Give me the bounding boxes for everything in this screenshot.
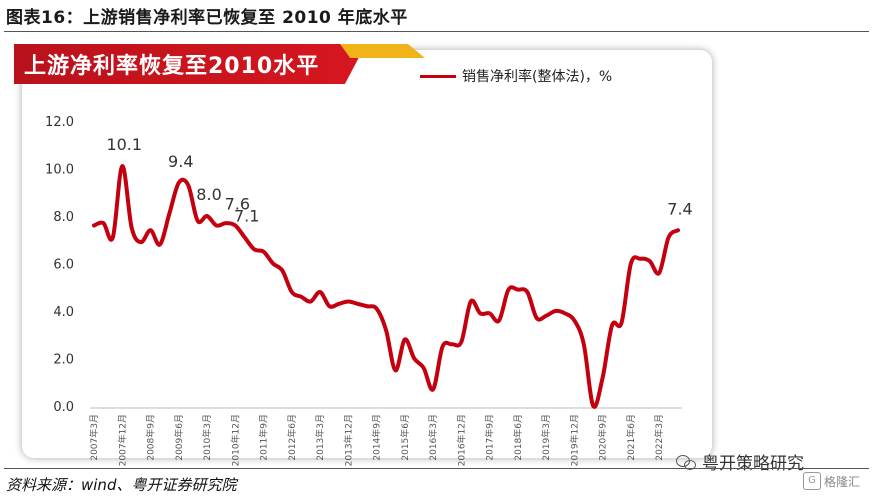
gelonghui-logo: G 格隆汇 <box>803 472 860 490</box>
chart-panel <box>22 50 712 458</box>
x-tick-label: 2019年12月 <box>568 414 580 466</box>
bottom-divider <box>4 468 869 469</box>
data-label: 10.1 <box>106 135 142 154</box>
data-label: 7.1 <box>234 206 259 225</box>
data-label: 7.6 <box>225 195 250 214</box>
y-tick-label: 2.0 <box>53 353 74 368</box>
legend-label: 销售净利率(整体法)，% <box>462 69 613 85</box>
wechat-icon <box>676 454 696 470</box>
watermark: 粤开策略研究 <box>676 449 804 474</box>
x-tick-label: 2018年6月 <box>512 414 524 461</box>
x-tick-label: 2020年9月 <box>597 414 609 461</box>
logo-text: 格隆汇 <box>824 474 861 489</box>
data-label: 9.4 <box>168 152 193 171</box>
y-tick-label: 4.0 <box>53 305 74 320</box>
x-tick-label: 2016年12月 <box>455 414 467 466</box>
y-tick-label: 6.0 <box>53 258 74 273</box>
y-tick-label: 12.0 <box>45 115 74 130</box>
logo-icon: G <box>803 472 821 490</box>
y-tick-label: 0.0 <box>53 400 74 415</box>
x-tick-label: 2010年3月 <box>201 414 213 461</box>
data-label: 7.4 <box>667 199 692 218</box>
x-tick-label: 2009年6月 <box>173 414 185 461</box>
x-tick-label: 2013年12月 <box>342 414 354 466</box>
source-note: 资料来源：wind、粤开证券研究院 <box>6 476 237 494</box>
figure-title: 图表16：上游销售净利率已恢复至 2010 年底水平 <box>6 8 408 28</box>
y-tick-label: 8.0 <box>53 210 74 225</box>
chart-legend: 销售净利率(整体法)，% <box>420 66 612 86</box>
x-tick-label: 2017年9月 <box>484 414 496 461</box>
x-tick-label: 2008年9月 <box>145 414 157 461</box>
x-tick-label: 2007年12月 <box>116 414 128 466</box>
legend-line-swatch <box>420 74 456 78</box>
series-line <box>92 164 680 409</box>
x-tick-label: 2015年6月 <box>399 414 411 461</box>
chart-banner <box>14 44 366 84</box>
chart-title: 上游净利率恢复至2010水平 <box>24 54 320 79</box>
x-tick-label: 2019年3月 <box>540 414 552 461</box>
top-divider <box>4 31 869 32</box>
x-tick-label: 2022年3月 <box>653 414 665 461</box>
x-tick-label: 2010年12月 <box>229 414 241 466</box>
x-tick-label: 2012年6月 <box>286 414 298 461</box>
x-tick-label: 2016年3月 <box>427 414 439 461</box>
x-tick-label: 2014年9月 <box>371 414 383 461</box>
x-tick-label: 2007年3月 <box>88 414 100 461</box>
watermark-text: 粤开策略研究 <box>702 454 804 474</box>
y-tick-label: 10.0 <box>45 163 74 178</box>
x-tick-label: 2011年9月 <box>258 414 270 461</box>
data-label: 8.0 <box>196 185 221 204</box>
x-tick-label: 2013年3月 <box>314 414 326 461</box>
x-tick-label: 2021年6月 <box>625 414 637 461</box>
chart-banner-accent <box>340 44 425 58</box>
